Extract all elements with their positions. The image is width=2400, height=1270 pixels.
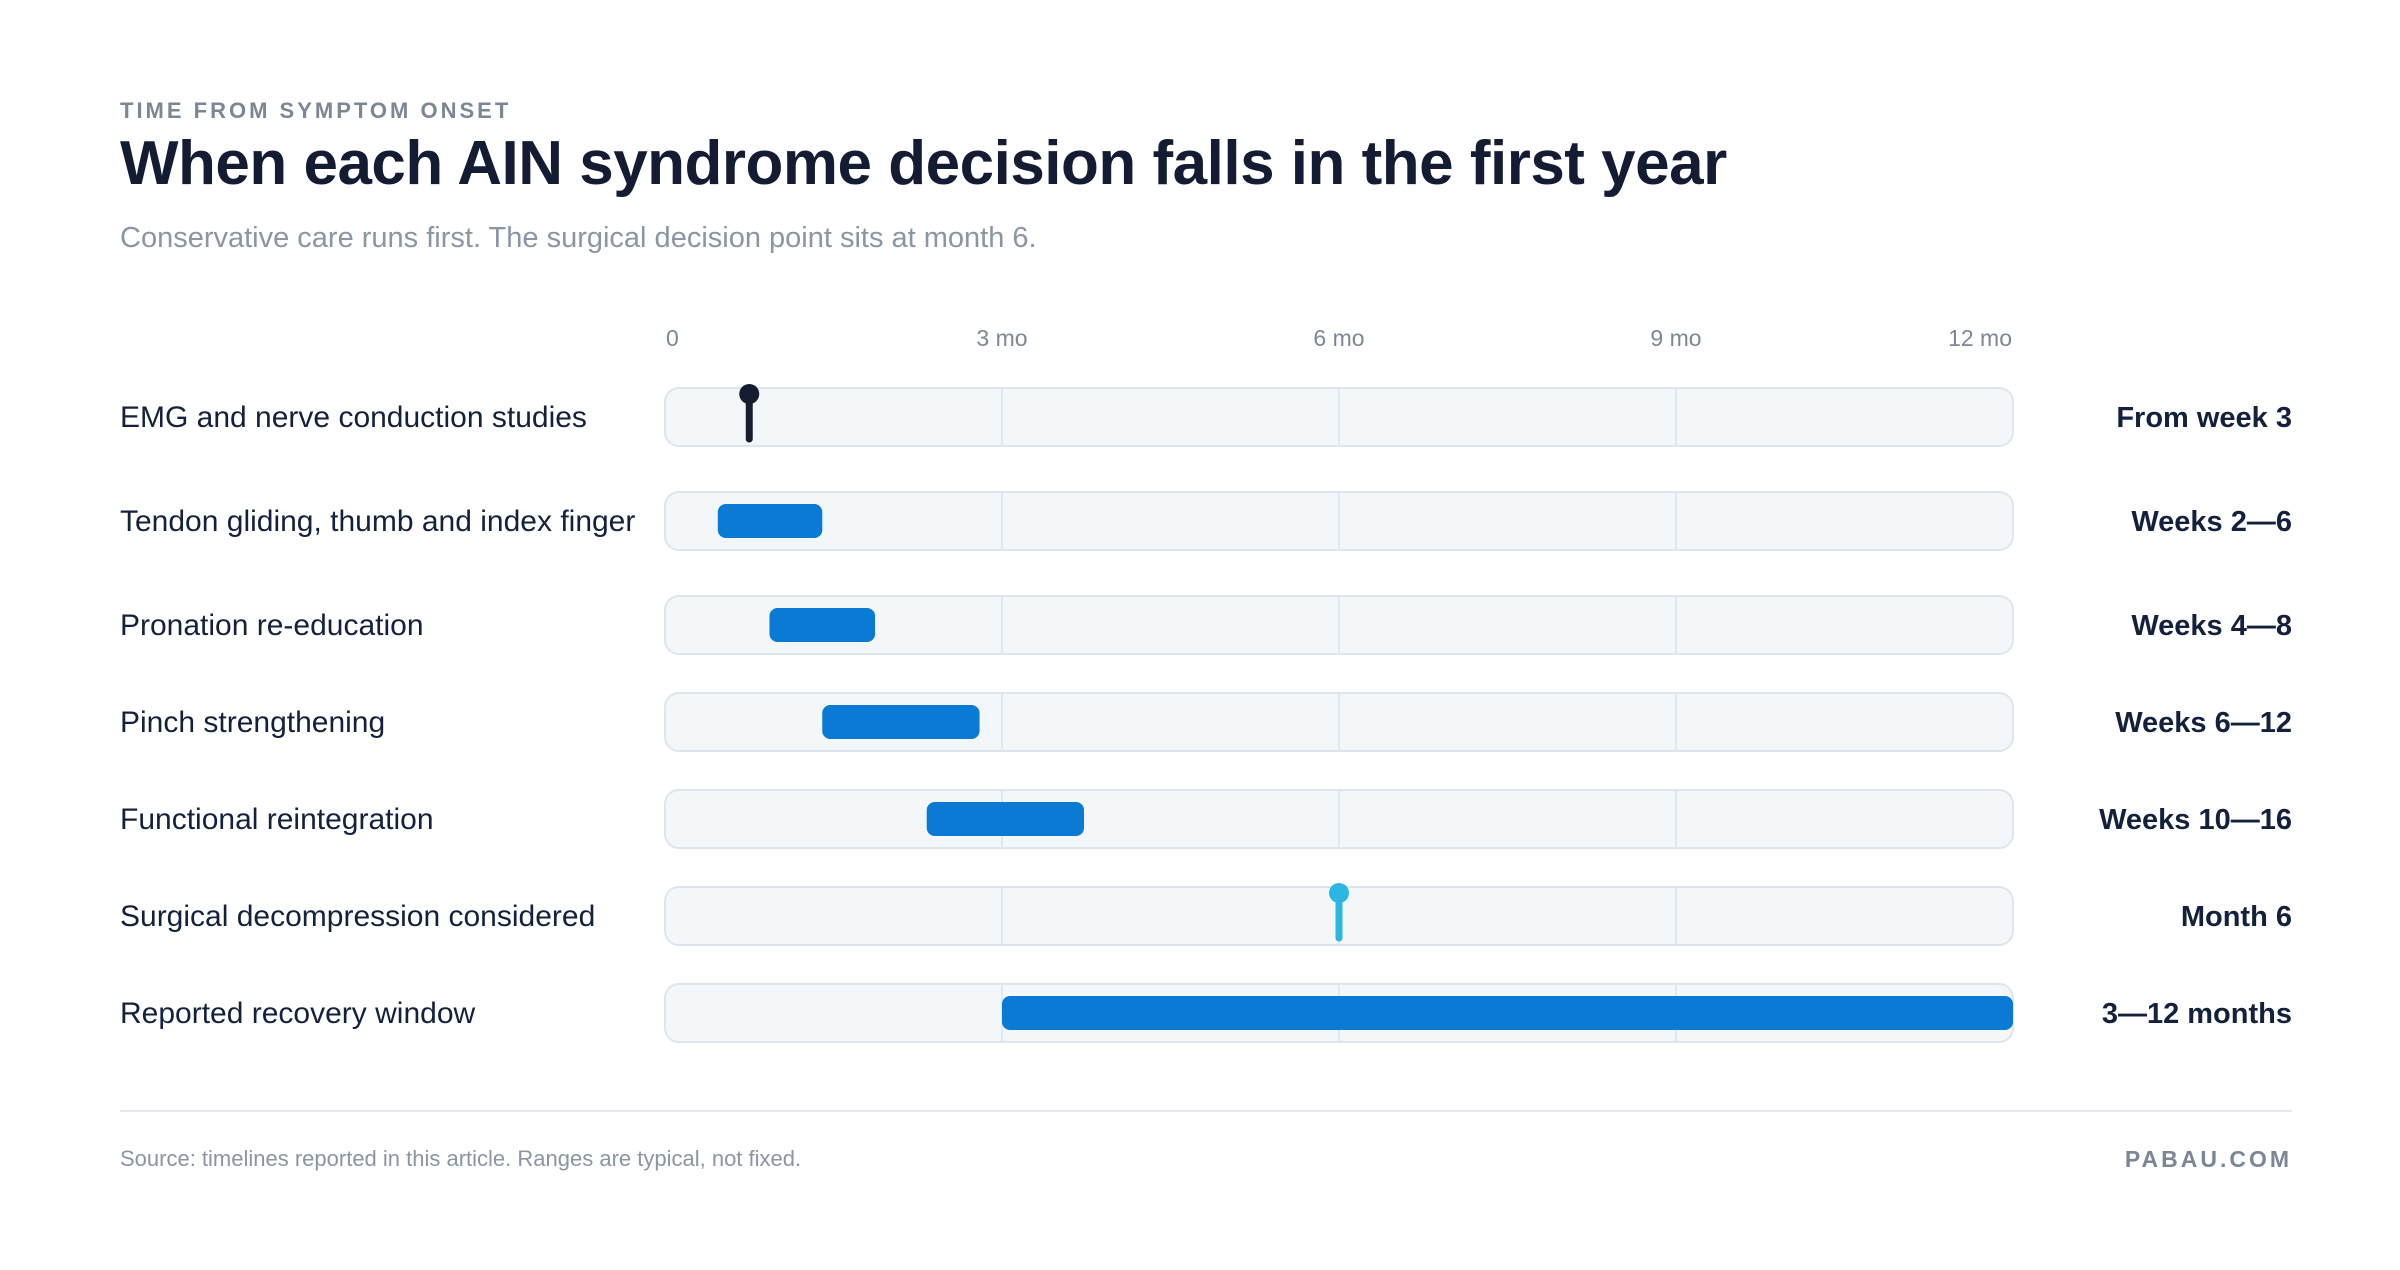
range-bar	[769, 608, 876, 642]
row-label-line: Pronation re-education	[120, 609, 424, 642]
row-label: Tendon gliding, thumb and index finger	[120, 505, 635, 538]
timeline-row: Surgical decompression considered Month 6	[120, 883, 2292, 946]
chart-eyebrow: TIME FROM SYMPTOM ONSET	[120, 98, 512, 123]
tick-label: 3 mo	[976, 325, 1027, 351]
tick-label: 6 mo	[1313, 325, 1364, 351]
row-label: EMG and nerve conduction studies	[120, 401, 587, 434]
row-label: Pinch strengthening	[120, 706, 385, 739]
range-bar	[822, 705, 980, 739]
timeline-chart: 0 3 mo 6 mo 9 mo 12 mo EMG and nerve conducti…	[120, 325, 2292, 1043]
row-value-label: Weeks 2—6	[2131, 506, 2292, 538]
footer-divider	[120, 1110, 2292, 1112]
row-label-line: Pinch strengthening	[120, 706, 385, 739]
row-value-label: Weeks 6—12	[2115, 707, 2292, 739]
row-value-label: Weeks 4—8	[2131, 610, 2292, 642]
row-value-label: Month 6	[2181, 901, 2292, 933]
timeline-row: Pinch strengthening Weeks 6—12	[120, 692, 2292, 752]
row-value-label: Weeks 10—16	[2099, 804, 2292, 836]
row-label-line: EMG and nerve conduction studies	[120, 401, 587, 434]
timeline-row: Pronation re-education Weeks 4—8	[120, 595, 2292, 655]
timeline-row: EMG and nerve conduction studies From wee…	[120, 384, 2292, 447]
tick-label: 0	[666, 325, 679, 351]
row-label-line: Functional reintegration	[120, 803, 434, 836]
row-value-label: From week 3	[2116, 402, 2292, 434]
timeline-row: Reported recovery window 3—12 months	[120, 983, 2292, 1043]
chart-title: When each AIN syndrome decision falls in…	[120, 129, 1727, 198]
row-label: Functional reintegration	[120, 803, 434, 836]
brand-mark: PABAU.COM	[2124, 1146, 2292, 1172]
row-label-line: Reported recovery window	[120, 997, 476, 1030]
row-label-line: Surgical decompression considered	[120, 900, 595, 933]
milestone-dot	[739, 384, 760, 404]
source-note: Source: timelines reported in this artic…	[120, 1146, 802, 1171]
tick-label: 12 mo	[1948, 325, 2012, 351]
row-label: Pronation re-education	[120, 609, 424, 642]
row-label: Reported recovery window	[120, 997, 476, 1030]
milestone-dot	[1329, 883, 1349, 903]
range-bar	[717, 504, 823, 538]
row-label-line: Tendon gliding, thumb and index finger	[120, 505, 635, 538]
tick-label: 9 mo	[1650, 325, 1701, 351]
row-value-label: 3—12 months	[2102, 998, 2292, 1030]
range-bar	[926, 802, 1085, 836]
timeline-row: Tendon gliding, thumb and index finger We…	[120, 491, 2292, 551]
row-label: Surgical decompression considered	[120, 900, 595, 933]
chart-subtitle: Conservative care runs first. The surgic…	[120, 222, 1037, 254]
range-bar	[1002, 996, 2013, 1030]
timeline-row: Functional reintegration Weeks 10—16	[120, 789, 2292, 849]
